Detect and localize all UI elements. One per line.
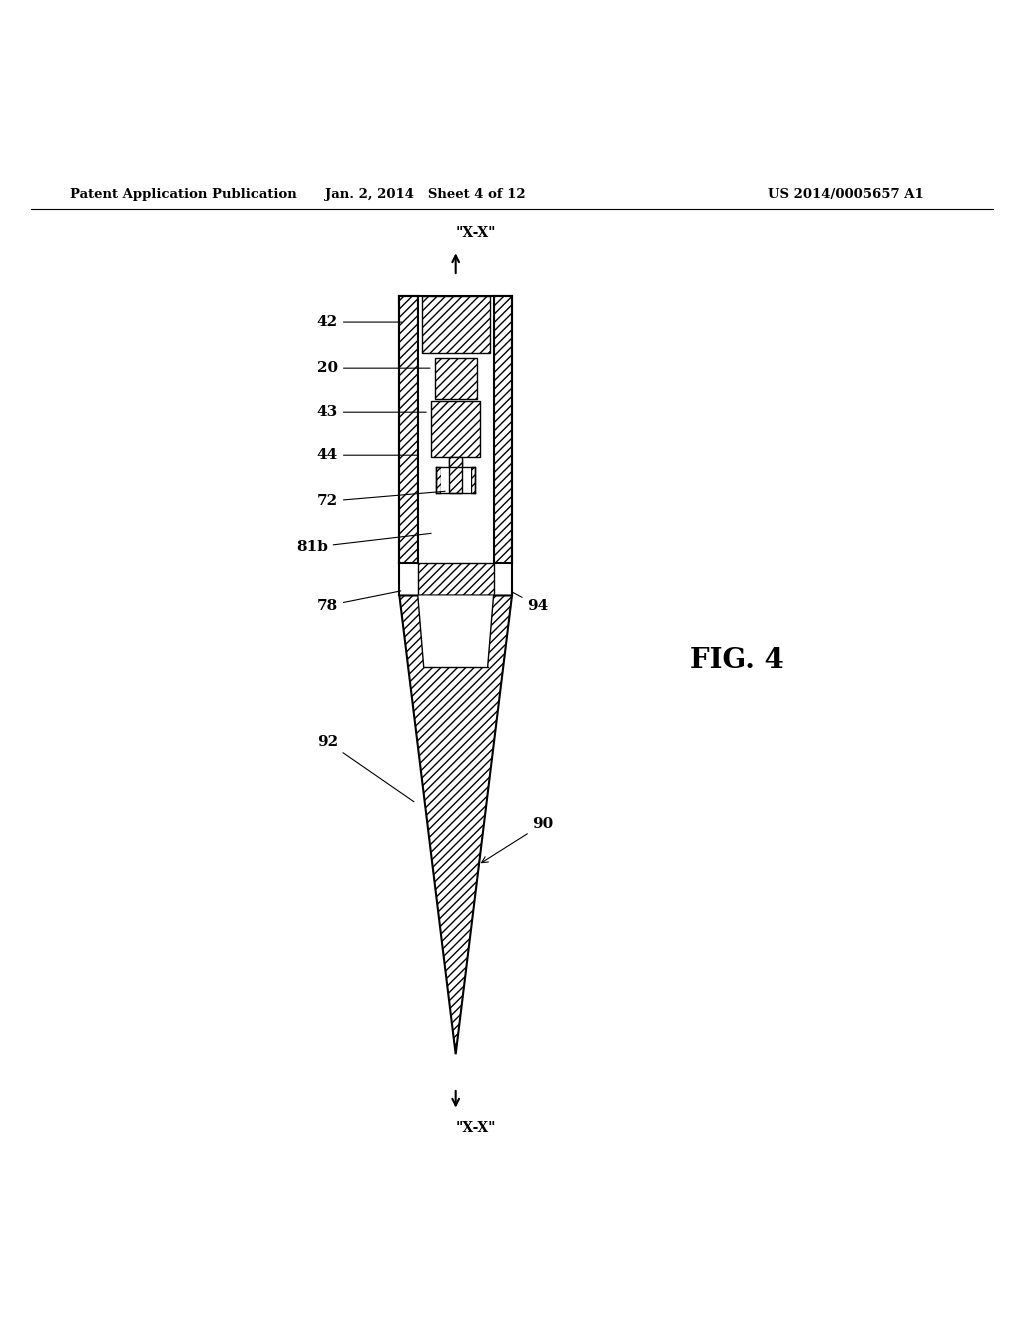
Text: 44: 44 (316, 449, 417, 462)
Text: 43: 43 (316, 405, 426, 420)
Bar (449, 459, 463, 475)
Bar (436, 467, 440, 494)
Bar (471, 467, 475, 494)
Text: 81b: 81b (296, 533, 431, 554)
Bar (494, 297, 512, 562)
Bar (399, 297, 418, 562)
Text: 92: 92 (316, 735, 414, 801)
Bar (449, 457, 463, 494)
Bar (435, 358, 476, 399)
Text: 42: 42 (316, 315, 401, 329)
Text: "X-X": "X-X" (456, 1121, 497, 1135)
Bar (418, 562, 494, 595)
Text: US 2014/0005657 A1: US 2014/0005657 A1 (768, 187, 924, 201)
Bar (422, 297, 489, 352)
Text: "X-X": "X-X" (456, 226, 497, 240)
Text: Patent Application Publication: Patent Application Publication (70, 187, 296, 201)
Bar (418, 297, 494, 562)
Text: 90: 90 (481, 817, 554, 863)
Text: 78: 78 (316, 591, 400, 612)
Polygon shape (418, 595, 494, 667)
Polygon shape (399, 595, 512, 1055)
Bar (440, 467, 471, 494)
Text: 72: 72 (316, 491, 445, 508)
Text: 20: 20 (316, 362, 430, 375)
Text: FIG. 4: FIG. 4 (690, 647, 784, 673)
Bar (431, 401, 480, 457)
Text: 94: 94 (511, 591, 549, 612)
Text: Jan. 2, 2014   Sheet 4 of 12: Jan. 2, 2014 Sheet 4 of 12 (325, 187, 525, 201)
